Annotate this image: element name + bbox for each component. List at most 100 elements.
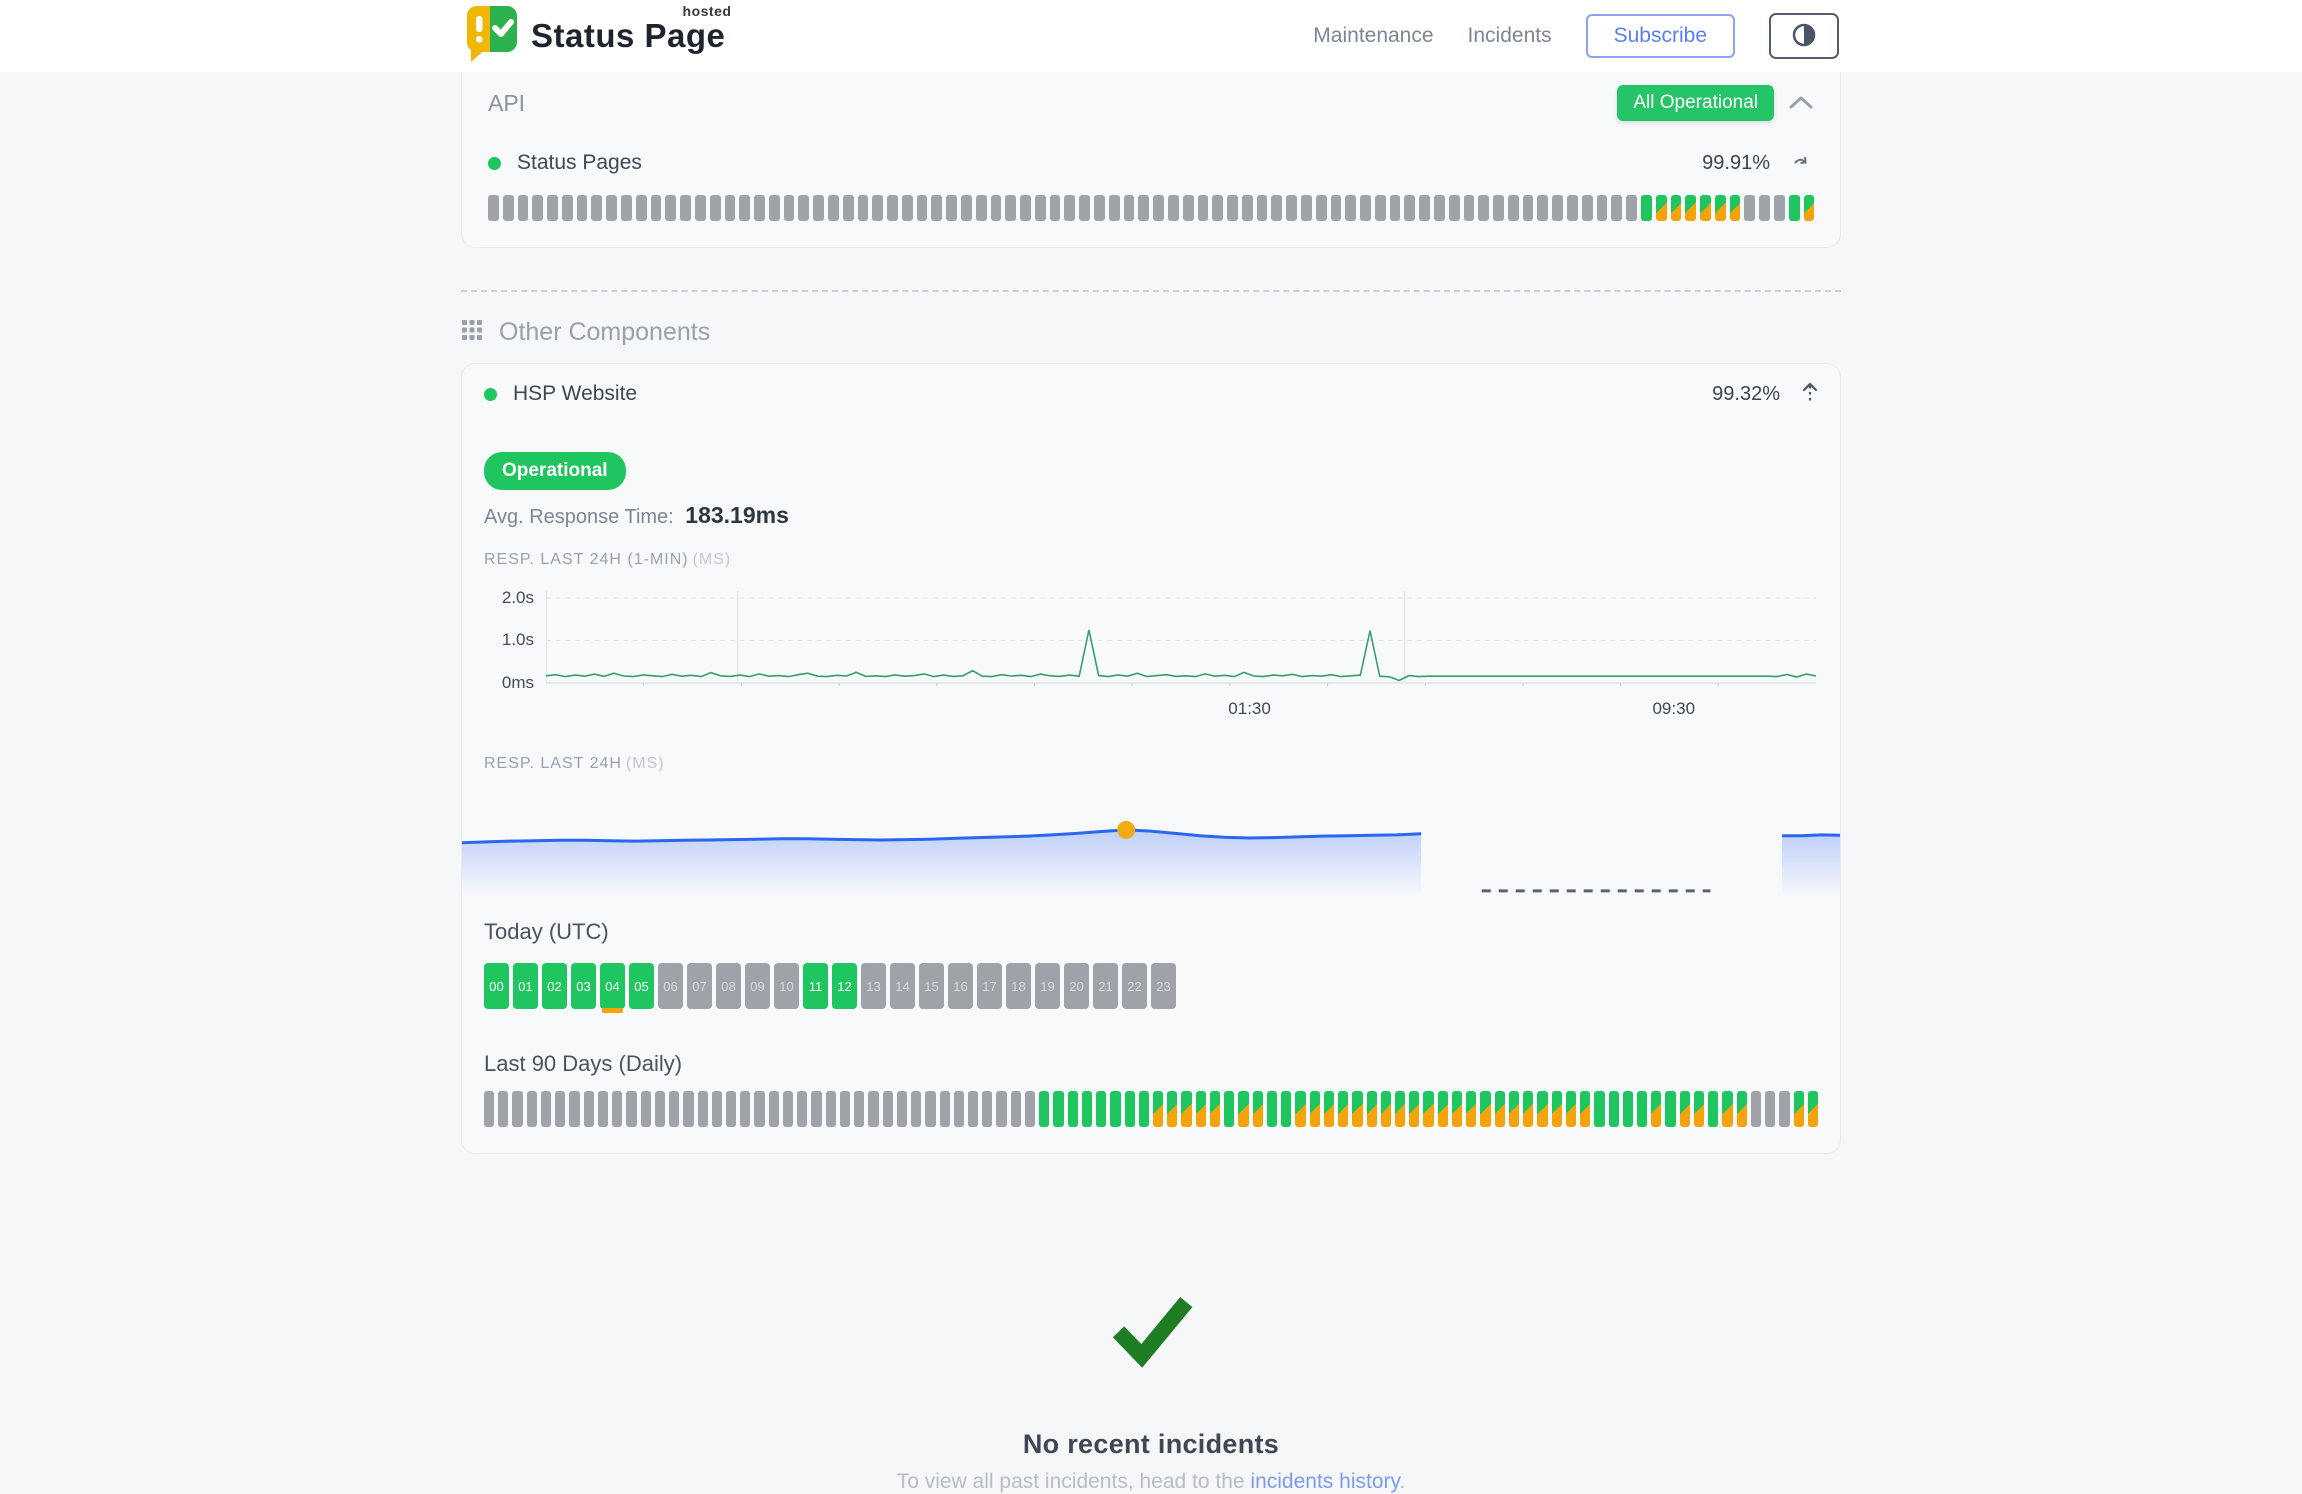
uptime-bar xyxy=(683,1091,694,1127)
uptime-bar xyxy=(1330,195,1342,221)
subscribe-button[interactable]: Subscribe xyxy=(1585,14,1735,58)
uptime-bar xyxy=(967,1091,979,1127)
uptime-bar xyxy=(1744,195,1756,221)
uptime-bar xyxy=(1010,1091,1021,1127)
uptime-bar xyxy=(555,1091,566,1127)
uptime-bar xyxy=(931,195,943,221)
uptime-bar xyxy=(1138,1091,1150,1127)
uptime-bar xyxy=(1423,1091,1434,1127)
today-utc-label: Today (UTC) xyxy=(484,919,609,944)
uptime-bar xyxy=(591,195,603,221)
uptime-bar xyxy=(1522,195,1534,221)
uptime-bar xyxy=(1380,1091,1391,1127)
incidents-history-link[interactable]: incidents history xyxy=(1250,1470,1400,1493)
uptime-bar xyxy=(1508,1091,1520,1127)
chevron-up-icon[interactable] xyxy=(1788,94,1814,112)
uptime-bar xyxy=(1580,1091,1591,1127)
uptime-bar xyxy=(1034,195,1046,221)
uptime-bar xyxy=(1494,1091,1505,1127)
uptime-bar xyxy=(1064,195,1076,221)
uptime-bar xyxy=(754,1091,765,1127)
uptime-bar xyxy=(1123,195,1135,221)
uptime-bar xyxy=(725,1091,737,1127)
hour-block: 00 xyxy=(484,963,509,1009)
hour-block: 16 xyxy=(948,963,973,1009)
uptime-bar xyxy=(1608,1091,1619,1127)
last-90-days-bar-strip xyxy=(484,1091,1819,1127)
hour-block: 11 xyxy=(803,963,828,1009)
uptime-bar xyxy=(996,1091,1007,1127)
last-90-days-label: Last 90 Days (Daily) xyxy=(484,1051,683,1076)
component-name: HSP Website xyxy=(513,382,638,405)
uptime-bar xyxy=(854,1091,865,1127)
uptime-bar xyxy=(1094,195,1105,221)
uptime-bar xyxy=(1419,195,1430,221)
uptime-bar xyxy=(1153,1091,1164,1127)
uptime-bar xyxy=(1195,1091,1206,1127)
uptime-bar xyxy=(1252,1091,1263,1127)
nav-maintenance[interactable]: Maintenance xyxy=(1313,24,1434,47)
uptime-bar xyxy=(1360,195,1371,221)
hour-block: 12 xyxy=(832,963,857,1009)
uptime-bar xyxy=(1708,1091,1719,1127)
status-dot-green xyxy=(484,387,497,401)
marker-dot xyxy=(1117,820,1136,839)
hsp-website-card: HSP Website 99.32% Operational Avg. Resp… xyxy=(461,363,1841,1154)
uptime-bar xyxy=(606,195,618,221)
uptime-bar xyxy=(569,1091,580,1127)
incidents-subtext: To view all past incidents, head to the … xyxy=(896,1470,1406,1493)
uptime-bar xyxy=(1024,1091,1036,1127)
uptime-bar xyxy=(1309,1091,1320,1127)
half-moon-icon xyxy=(1790,21,1818,52)
uptime-bar xyxy=(517,195,529,221)
uptime-bar xyxy=(1779,1091,1790,1127)
arrow-up-icon[interactable] xyxy=(1802,382,1818,406)
uptime-bar xyxy=(1409,1091,1420,1127)
brand-logo[interactable]: Status Page hosted xyxy=(463,3,731,69)
uptime-bar xyxy=(1493,195,1504,221)
uptime-bar xyxy=(783,195,795,221)
no-recent-incidents-title: No recent incidents xyxy=(1022,1429,1280,1459)
refresh-icon[interactable] xyxy=(1792,154,1814,172)
uptime-bar xyxy=(532,195,544,221)
uptime-bar xyxy=(1238,1091,1249,1127)
uptime-bar xyxy=(1338,1091,1349,1127)
uptime-bar xyxy=(911,1091,922,1127)
degraded-notch xyxy=(602,1008,623,1013)
all-operational-badge: All Operational xyxy=(1617,85,1774,121)
theme-toggle-button[interactable] xyxy=(1769,13,1839,59)
uptime-bar xyxy=(1700,195,1711,221)
uptime-percent: 99.91% xyxy=(1702,151,1770,174)
uptime-bar xyxy=(916,195,928,221)
avg-response-label: Avg. Response Time: xyxy=(484,506,674,528)
uptime-bar xyxy=(650,195,662,221)
nav-incidents[interactable]: Incidents xyxy=(1467,24,1552,47)
uptime-bar xyxy=(1750,1091,1762,1127)
uptime-bar xyxy=(1788,195,1800,221)
hour-block: 22 xyxy=(1122,963,1147,1009)
uptime-bar xyxy=(1081,1091,1093,1127)
uptime-bar xyxy=(612,1091,623,1127)
hour-block: 14 xyxy=(890,963,915,1009)
uptime-bar xyxy=(1110,1091,1121,1127)
uptime-bar xyxy=(1182,195,1194,221)
hour-block: 18 xyxy=(1006,963,1031,1009)
uptime-bar xyxy=(1537,1091,1548,1127)
top-header: Status Page hosted Maintenance Incidents… xyxy=(0,0,2302,72)
uptime-bar xyxy=(1793,1091,1804,1127)
uptime-bar xyxy=(1323,1091,1335,1127)
hour-block: 23 xyxy=(1151,963,1176,1009)
resp-24h-label: RESP. LAST 24H (MS) xyxy=(484,755,665,772)
status-dot-green xyxy=(488,156,501,170)
uptime-bar xyxy=(798,195,810,221)
uptime-bar xyxy=(1685,195,1697,221)
uptime-bar xyxy=(1434,195,1445,221)
uptime-bar xyxy=(1523,1091,1534,1127)
api-section-card: API All Operational Status Pages 99.91% xyxy=(461,48,1841,248)
hour-block: 17 xyxy=(977,963,1002,1009)
uptime-bar xyxy=(1395,1091,1406,1127)
uptime-bar xyxy=(1374,195,1386,221)
uptime-bar xyxy=(887,195,898,221)
other-components-heading: Other Components xyxy=(499,318,711,346)
uptime-bar xyxy=(1451,1091,1463,1127)
